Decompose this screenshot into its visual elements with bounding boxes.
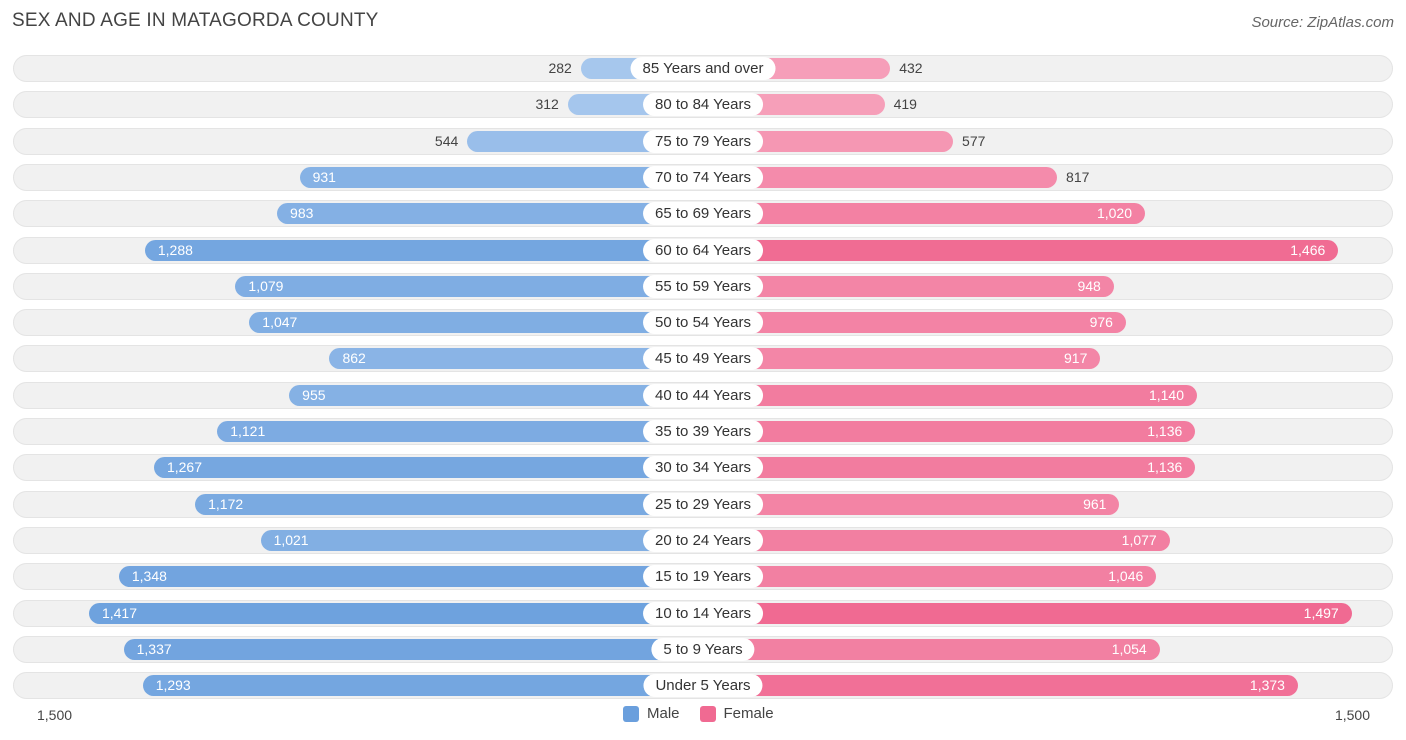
value-label-female: 1,373 — [1249, 677, 1285, 694]
value-label-male: 1,293 — [155, 677, 191, 694]
legend-label-female: Female — [723, 705, 774, 722]
bar-female — [703, 275, 1114, 297]
value-label-male: 544 — [434, 132, 459, 149]
value-label-female: 1,046 — [1108, 568, 1144, 585]
value-label-male: 955 — [302, 386, 326, 403]
category-label: Under 5 Years — [643, 674, 763, 698]
category-label: 45 to 49 Years — [643, 347, 763, 371]
value-label-male: 1,021 — [273, 531, 309, 548]
bar-female — [703, 130, 954, 152]
category-label: 85 Years and over — [630, 57, 776, 80]
value-label-female: 577 — [962, 132, 986, 149]
category-label: 30 to 34 Years — [643, 456, 763, 480]
value-label-male: 1,288 — [157, 241, 193, 258]
value-label-female: 1,497 — [1303, 604, 1339, 621]
category-label: 35 to 39 Years — [643, 420, 763, 443]
bar-female — [703, 239, 1339, 261]
bar-female — [703, 493, 1120, 515]
value-label-male: 1,417 — [101, 604, 137, 621]
legend-label-male: Male — [647, 705, 680, 722]
bar-male — [249, 312, 703, 334]
value-label-male: 862 — [342, 350, 366, 367]
bar-male — [217, 421, 703, 442]
chart-source: Source: ZipAtlas.com — [1251, 14, 1394, 31]
value-label-female: 917 — [1064, 350, 1088, 367]
bar-female — [703, 312, 1126, 334]
category-label: 25 to 29 Years — [643, 492, 763, 516]
bar-male — [277, 203, 703, 225]
bar-male — [88, 602, 703, 624]
value-label-female: 1,140 — [1148, 386, 1184, 403]
category-label: 50 to 54 Years — [643, 311, 763, 335]
value-label-male: 1,348 — [131, 568, 167, 585]
bar-female — [703, 566, 1157, 588]
value-label-female: 1,077 — [1121, 531, 1157, 548]
value-label-female: 1,466 — [1290, 241, 1326, 258]
bar-female — [703, 166, 1058, 188]
category-label: 65 to 69 Years — [643, 202, 763, 226]
bar-male — [329, 348, 703, 370]
category-label: 55 to 59 Years — [643, 274, 763, 298]
bar-female — [703, 384, 1197, 406]
category-label: 15 to 19 Years — [643, 565, 763, 589]
category-label: 60 to 64 Years — [643, 238, 763, 262]
bar-male — [195, 493, 703, 515]
value-label-female: 1,054 — [1111, 640, 1147, 657]
value-label-female: 976 — [1089, 314, 1113, 331]
category-label: 10 to 14 Years — [643, 601, 763, 625]
bar-female — [703, 348, 1101, 370]
value-label-female: 432 — [899, 60, 923, 76]
bar-male — [260, 529, 703, 551]
category-label: 80 to 84 Years — [643, 93, 763, 117]
value-label-male: 931 — [312, 168, 336, 185]
bar-female — [703, 675, 1298, 697]
axis-right-label: 1,500 — [1334, 707, 1370, 723]
legend: Male Female — [623, 705, 794, 722]
bar-male — [144, 239, 703, 261]
value-label-male: 1,337 — [136, 640, 172, 657]
category-label: 40 to 44 Years — [643, 383, 763, 407]
legend-item-male: Male — [623, 705, 680, 722]
value-label-female: 817 — [1066, 168, 1090, 185]
chart-title: SEX AND AGE IN MATAGORDA COUNTY — [12, 10, 379, 31]
value-label-male: 1,079 — [248, 277, 284, 294]
value-label-female: 1,136 — [1147, 423, 1183, 439]
value-label-male: 312 — [535, 96, 559, 113]
bar-female — [703, 457, 1196, 479]
bar-female — [703, 203, 1145, 225]
legend-swatch-female — [699, 705, 716, 722]
bar-male — [289, 384, 703, 406]
legend-item-female: Female — [699, 705, 774, 722]
category-label: 75 to 79 Years — [643, 129, 763, 153]
bar-female — [703, 421, 1196, 442]
value-label-female: 1,020 — [1096, 205, 1132, 222]
value-label-female: 419 — [893, 96, 917, 113]
value-label-female: 948 — [1077, 277, 1101, 294]
category-label: 5 to 9 Years — [651, 637, 755, 661]
value-label-female: 961 — [1083, 495, 1107, 512]
bar-male — [118, 566, 703, 588]
bar-male — [299, 166, 703, 188]
axis-left-label: 1,500 — [37, 707, 73, 723]
bar-male — [123, 638, 703, 660]
value-label-male: 1,172 — [208, 495, 244, 512]
bar-female — [703, 529, 1170, 551]
bar-female — [703, 638, 1160, 660]
value-label-male: 1,047 — [262, 314, 298, 331]
legend-swatch-male — [623, 705, 639, 722]
value-label-male: 1,267 — [166, 459, 202, 476]
category-label: 20 to 24 Years — [643, 528, 763, 552]
value-label-male: 983 — [290, 205, 314, 222]
bar-male — [142, 675, 703, 697]
bar-female — [703, 602, 1352, 624]
category-label: 70 to 74 Years — [643, 165, 763, 189]
value-label-female: 1,136 — [1147, 459, 1183, 476]
value-label-male: 282 — [548, 60, 572, 76]
bar-male — [153, 457, 703, 479]
value-label-male: 1,121 — [230, 423, 266, 439]
bar-male — [235, 275, 703, 297]
